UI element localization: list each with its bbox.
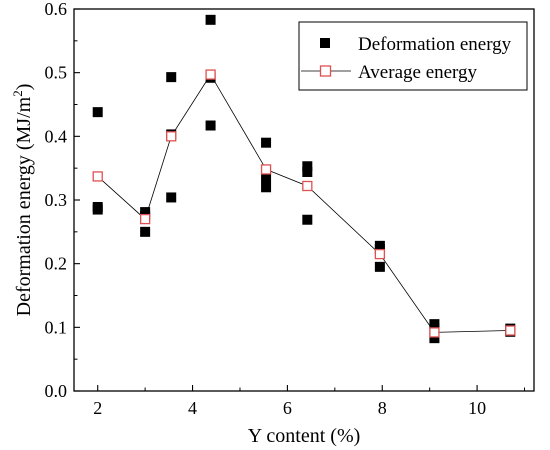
y-axis-label: Deformation energy (MJ/m2) <box>10 84 35 317</box>
x-axis-label: Y content (%) <box>248 425 361 447</box>
deformation-energy-point <box>261 137 272 148</box>
average-energy-point <box>505 325 516 336</box>
y-tick-label: 0.5 <box>45 63 68 83</box>
y-tick-label: 0.0 <box>45 381 68 401</box>
y-tick-label: 0.3 <box>45 190 68 210</box>
deformation-energy-point <box>205 14 216 25</box>
average-energy-line <box>97 73 511 333</box>
deformation-energy-point <box>205 120 216 131</box>
x-axis-ticks: 2 4 6 8 10 <box>93 385 526 418</box>
x-tick-label: 2 <box>93 398 102 418</box>
deformation-energy-point <box>140 226 151 237</box>
deformation-energy-point <box>302 214 313 225</box>
x-tick-label: 10 <box>468 398 486 418</box>
legend-label-deformation-energy: Deformation energy <box>358 34 512 55</box>
legend: Deformation energy Average energy <box>298 21 528 91</box>
deformation-energy-point <box>92 204 103 215</box>
x-tick-label: 6 <box>283 398 292 418</box>
deformation-energy-point <box>374 261 385 272</box>
average-energy-point <box>374 248 386 260</box>
average-energy-point <box>205 69 216 80</box>
average-energy-point <box>166 131 177 142</box>
average-energy-point <box>92 171 103 182</box>
legend-marker-deformation-energy <box>320 38 330 48</box>
average-energy-points-layer <box>92 69 516 338</box>
x-tick-label: 8 <box>378 398 387 418</box>
deformation-energy-point <box>302 161 313 172</box>
deformation-energy-point <box>302 166 313 177</box>
average-energy-point <box>302 180 313 192</box>
legend-label-average-energy: Average energy <box>358 62 478 83</box>
deformation-energy-point <box>261 172 272 183</box>
average-energy-line-layer <box>97 73 511 333</box>
y-axis-ticks: 0.0 0.1 0.2 0.3 0.4 0.5 0.6 <box>45 0 80 401</box>
deformation-energy-point <box>429 333 440 344</box>
legend-box <box>298 21 528 91</box>
average-energy-point <box>139 213 151 225</box>
y-axis-label-main: Deformation energy (MJ/m <box>13 96 35 316</box>
average-energy-point <box>429 327 440 338</box>
y-axis-label-close: ) <box>13 84 35 91</box>
y-tick-label: 0.2 <box>45 254 68 274</box>
y-tick-label: 0.4 <box>45 126 68 146</box>
x-tick-label: 4 <box>188 398 197 418</box>
deformation-energy-point <box>92 107 103 118</box>
y-axis-label-superscript: 2 <box>10 90 25 97</box>
deformation-energy-point <box>166 72 177 83</box>
y-tick-label: 0.6 <box>45 0 68 19</box>
y-tick-label: 0.1 <box>45 317 68 337</box>
deformation-energy-point <box>261 182 272 193</box>
legend-marker-average-energy <box>319 65 332 77</box>
deformation-energy-point <box>166 192 177 203</box>
average-energy-point <box>260 164 272 175</box>
